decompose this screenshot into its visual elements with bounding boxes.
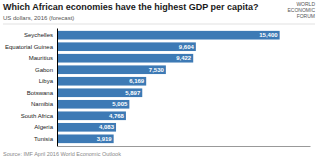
data-label: 9,422 xyxy=(176,55,192,61)
y-tick-label: Botswana xyxy=(27,90,54,96)
y-axis: Tunisia Algeria South Africa Namibia Botswan… xyxy=(5,29,58,147)
data-labels: 3,919 4,083 4,768 5,005 5,897 6,169 7,530 9,422… xyxy=(97,32,279,142)
bar xyxy=(57,65,166,74)
bar xyxy=(57,88,142,97)
y-tick-label: Mauritius xyxy=(29,55,53,61)
y-tick: Libya xyxy=(39,78,54,84)
source: Source: IMF April 2016 World Economic Ou… xyxy=(3,151,121,157)
bars xyxy=(57,31,280,143)
data-label: 5,897 xyxy=(125,90,141,96)
plot: 3,919 4,083 4,768 5,005 5,897 6,169 7,530 9,422… xyxy=(5,29,311,147)
y-tick-label: Seychelles xyxy=(24,32,53,38)
separator xyxy=(3,24,315,25)
data-label: 4,768 xyxy=(109,113,125,119)
data-label: 6,169 xyxy=(129,78,145,84)
y-tick-label: Gabon xyxy=(35,67,53,73)
data-label: 4,083 xyxy=(99,124,115,130)
y-tick-label: Namibia xyxy=(31,101,54,107)
bar xyxy=(57,42,196,51)
data-label: 9,604 xyxy=(179,44,195,50)
title: Which African economies have the highest… xyxy=(3,2,259,12)
y-tick-label: Tunisia xyxy=(34,136,54,142)
bar xyxy=(57,123,116,132)
x-axis xyxy=(58,146,311,147)
bar xyxy=(57,31,280,40)
y-tick-label: South Africa xyxy=(21,113,54,119)
y-tick: Equatorial Guinea xyxy=(5,44,54,50)
bar xyxy=(57,77,146,86)
y-tick: Gabon xyxy=(35,67,53,73)
y-tick-label: Algeria xyxy=(34,124,53,130)
y-tick: South Africa xyxy=(21,113,54,119)
data-label: 15,400 xyxy=(259,32,278,38)
data-label: 3,919 xyxy=(97,136,113,142)
y-tick: Algeria xyxy=(34,124,53,130)
chart: WORLDECONOMICFORUM Which African economie… xyxy=(0,0,318,159)
data-label: 7,530 xyxy=(149,67,165,73)
x-axis-line xyxy=(58,146,311,147)
y-tick: Tunisia xyxy=(34,136,54,142)
bar xyxy=(57,100,129,109)
logo-text: FORUM xyxy=(297,13,315,19)
subtitle: US dollars, 2016 (forecast) xyxy=(3,15,74,21)
y-tick: Namibia xyxy=(31,101,54,107)
y-tick: Seychelles xyxy=(24,32,53,38)
y-tick: Mauritius xyxy=(29,55,53,61)
y-axis-line xyxy=(57,29,58,147)
y-tick-label: Equatorial Guinea xyxy=(5,44,54,50)
bar xyxy=(57,134,114,143)
bar xyxy=(57,54,193,63)
data-label: 5,005 xyxy=(112,101,128,107)
y-tick: Botswana xyxy=(27,90,54,96)
y-tick-label: Libya xyxy=(39,78,54,84)
logo: WORLDECONOMICFORUM xyxy=(288,1,316,19)
bar xyxy=(57,111,126,120)
